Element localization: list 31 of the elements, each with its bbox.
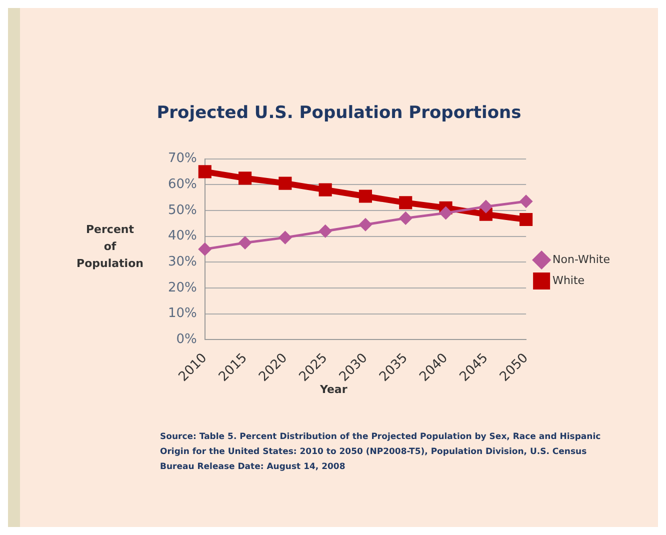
- point: [318, 183, 332, 196]
- point: [319, 224, 332, 238]
- y-tick-label: 40%: [168, 228, 197, 244]
- y-tick-label: 60%: [168, 177, 197, 192]
- legend-label: White: [552, 274, 585, 287]
- point: [278, 231, 292, 244]
- y-tick-label: 10%: [168, 306, 197, 322]
- point: [399, 196, 412, 210]
- y-tick-label: 50%: [168, 202, 197, 218]
- point: [479, 208, 492, 221]
- point: [480, 200, 492, 213]
- point: [520, 212, 533, 226]
- legend-label: Non-White: [552, 252, 610, 266]
- y-tick-label: 70%: [168, 151, 197, 166]
- chart-title: Projected U.S. Population Proportions: [156, 103, 522, 123]
- y-tick-label: 20%: [168, 280, 197, 296]
- point: [238, 236, 252, 249]
- source-note: Source: Table 5. Percent Distribution of the Projected Population by Sex, Race and Hispanic Origin for the United States: 2010 to 2050 (NP2008-T5), Population Division, U.S. Census Bureau Release Date: August 14, 2008: [160, 431, 602, 474]
- point: [359, 218, 372, 231]
- point: [440, 206, 452, 220]
- point: [198, 165, 212, 178]
- y-tick-label: 0%: [176, 332, 197, 347]
- point: [358, 190, 372, 203]
- point: [278, 176, 292, 190]
- point: [520, 195, 532, 208]
- y-tick-label: 30%: [168, 254, 197, 270]
- x-axis-title: Year: [320, 383, 348, 396]
- point: [238, 172, 252, 185]
- point: [198, 242, 212, 256]
- y-axis-title: Percent of Population: [76, 222, 144, 272]
- point: [399, 212, 412, 224]
